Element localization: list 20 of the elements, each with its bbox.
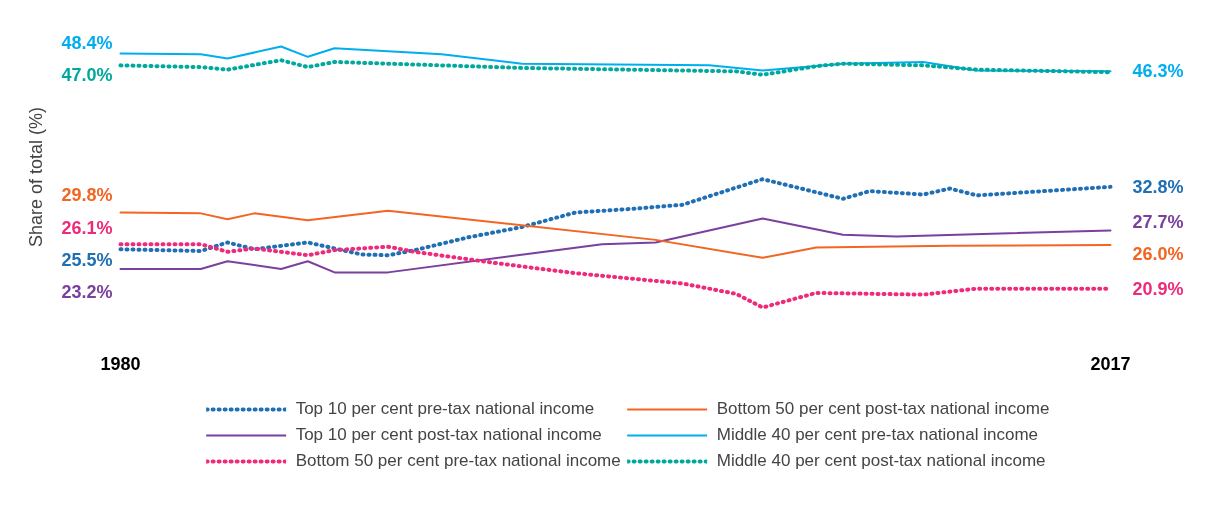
- x-tick-label: 2017: [1090, 353, 1131, 374]
- data-label: 20.9%: [1132, 278, 1184, 299]
- legend-label: Middle 40 per cent pre-tax national income: [716, 424, 1039, 445]
- legend-label: Top 10 per cent pre-tax national income: [295, 398, 595, 419]
- legend-label: Top 10 per cent post-tax national income: [295, 424, 602, 445]
- data-label: 48.4%: [61, 33, 113, 54]
- legend-label: Middle 40 per cent post-tax national income: [716, 450, 1046, 471]
- data-label: 25.5%: [61, 249, 113, 270]
- x-tick-label: 1980: [100, 353, 141, 374]
- y-axis-title: Share of total (%): [25, 106, 46, 248]
- data-label: 27.7%: [1132, 211, 1184, 232]
- legend-label: Bottom 50 per cent post-tax national income: [716, 398, 1050, 419]
- data-label: 46.3%: [1132, 61, 1184, 82]
- data-label: 26.0%: [1132, 243, 1184, 264]
- data-label: 26.1%: [61, 218, 113, 239]
- data-label: 47.0%: [61, 65, 113, 86]
- legend-label: Bottom 50 per cent pre-tax national income: [295, 450, 621, 471]
- data-label: 29.8%: [61, 184, 113, 205]
- data-label: 23.2%: [61, 282, 113, 303]
- data-label: 32.8%: [1132, 176, 1184, 197]
